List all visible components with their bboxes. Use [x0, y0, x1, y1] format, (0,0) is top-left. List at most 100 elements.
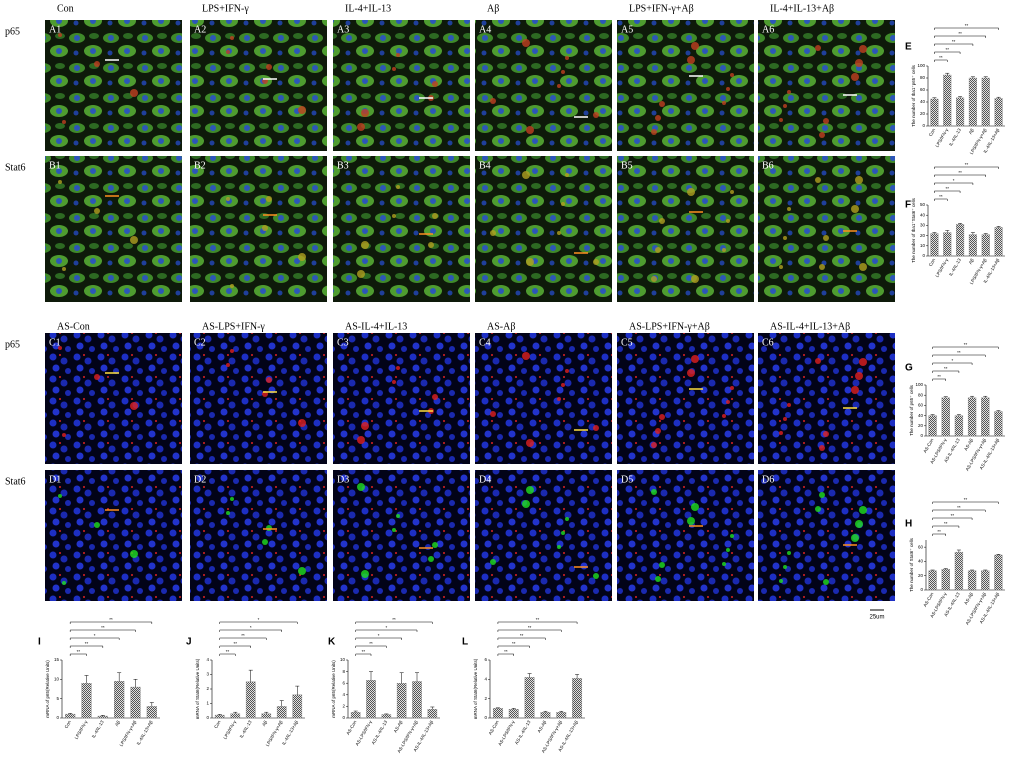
column-title: IL-4+IL-13 [345, 3, 391, 14]
error-bar [970, 569, 975, 571]
bar [556, 712, 567, 719]
error-bar [279, 700, 284, 707]
y-tick-label: 2 [206, 686, 209, 691]
bar [994, 98, 1003, 127]
micrograph [758, 156, 895, 302]
significance-bracket [934, 27, 999, 30]
row-label: p65 [5, 339, 20, 350]
stain-spot [522, 352, 530, 360]
stain-spot [561, 531, 565, 535]
column-title: AS-LPS+IFN-γ [202, 321, 265, 332]
bar [214, 714, 225, 719]
significance-bracket [69, 653, 87, 656]
stain-spot [230, 497, 234, 501]
error-bar [996, 410, 1001, 412]
x-tick-label: IL-4/IL-13+Aβ [281, 719, 299, 746]
stain-spot [58, 180, 62, 184]
significance-bracket [497, 653, 514, 656]
stain-spot [361, 570, 369, 578]
stain-spot [687, 517, 695, 525]
x-tick-label: AS-Con [488, 719, 500, 736]
stain-spot [361, 422, 369, 430]
bar [968, 234, 977, 257]
panel-label: B6 [762, 160, 774, 171]
stain-spot [819, 492, 825, 498]
significance-label: * [94, 633, 96, 638]
stain-spot [226, 511, 230, 515]
micrograph [45, 470, 182, 601]
significance-bracket [934, 43, 974, 46]
stain-spot [855, 520, 863, 528]
column-title: AS-IL-4+IL-13 [345, 321, 407, 332]
error-bar [956, 549, 961, 553]
significance-bracket [932, 362, 973, 365]
significance-bracket [934, 174, 986, 177]
y-tick-label: 40 [918, 413, 924, 418]
bar [65, 713, 76, 719]
significance-bracket [934, 166, 999, 169]
stain-spot [557, 84, 561, 88]
bar [230, 713, 241, 719]
significance-bracket [355, 653, 372, 656]
y-tick-label: 4 [342, 692, 345, 697]
significance-label: ** [939, 55, 943, 60]
y-tick-label: 0 [206, 715, 209, 720]
x-tick-label: Con [928, 127, 937, 137]
error-bar [932, 232, 937, 234]
significance-bracket [355, 637, 402, 640]
stain-spot [691, 355, 699, 363]
significance-label: ** [504, 649, 508, 654]
stain-spot [557, 545, 561, 549]
micrograph [45, 20, 182, 151]
error-bar [559, 710, 564, 713]
y-tick-label: 40 [918, 559, 924, 564]
stain-spot [396, 53, 400, 57]
stain-spot [230, 284, 234, 288]
bar [968, 77, 977, 127]
stain-spot [432, 81, 438, 87]
x-tick-label: AS-Aβ [963, 437, 974, 451]
column-title: Aβ [487, 3, 499, 14]
error-bar [970, 232, 975, 235]
panel-label: C4 [479, 337, 491, 348]
bar [276, 706, 287, 719]
significance-label: ** [965, 23, 969, 28]
stain-spot [819, 445, 825, 451]
stain-spot [298, 567, 306, 575]
stain-spot [823, 235, 829, 241]
significance-bracket [219, 629, 282, 632]
y-tick-label: 60 [920, 87, 926, 92]
x-tick-label: AS-Con [922, 437, 934, 454]
micrograph [475, 20, 612, 151]
panel-letter: H [905, 519, 912, 530]
stain-spot [783, 565, 787, 569]
y-tick-label: 40 [920, 99, 926, 104]
stain-spot [593, 112, 599, 118]
error-bar [430, 706, 435, 710]
stain-spot [726, 548, 730, 552]
stain-spot [392, 67, 396, 71]
y-tick-label: 100 [915, 382, 923, 387]
significance-label: * [378, 633, 380, 638]
bar [114, 681, 125, 719]
bar [508, 709, 519, 719]
panel-label: C3 [337, 337, 349, 348]
error-bar [958, 223, 963, 225]
error-bar [100, 715, 105, 717]
y-tick-label: 4 [206, 657, 209, 662]
stain-spot [593, 573, 599, 579]
stain-spot [262, 539, 268, 545]
stain-spot [396, 366, 400, 370]
y-tick-label: 6 [484, 657, 487, 662]
bar [941, 397, 950, 437]
bar [967, 570, 977, 591]
y-tick-label: 0 [922, 123, 925, 128]
stain-spot [691, 42, 699, 50]
stain-spot [859, 263, 867, 271]
y-tick-label: 80 [918, 392, 924, 397]
y-axis-label: The number of Iba1⁺p65⁺ cells [911, 64, 916, 127]
error-bar [958, 96, 963, 98]
stain-spot [94, 61, 100, 67]
panel-label: B1 [49, 160, 61, 171]
error-bar [527, 673, 532, 678]
